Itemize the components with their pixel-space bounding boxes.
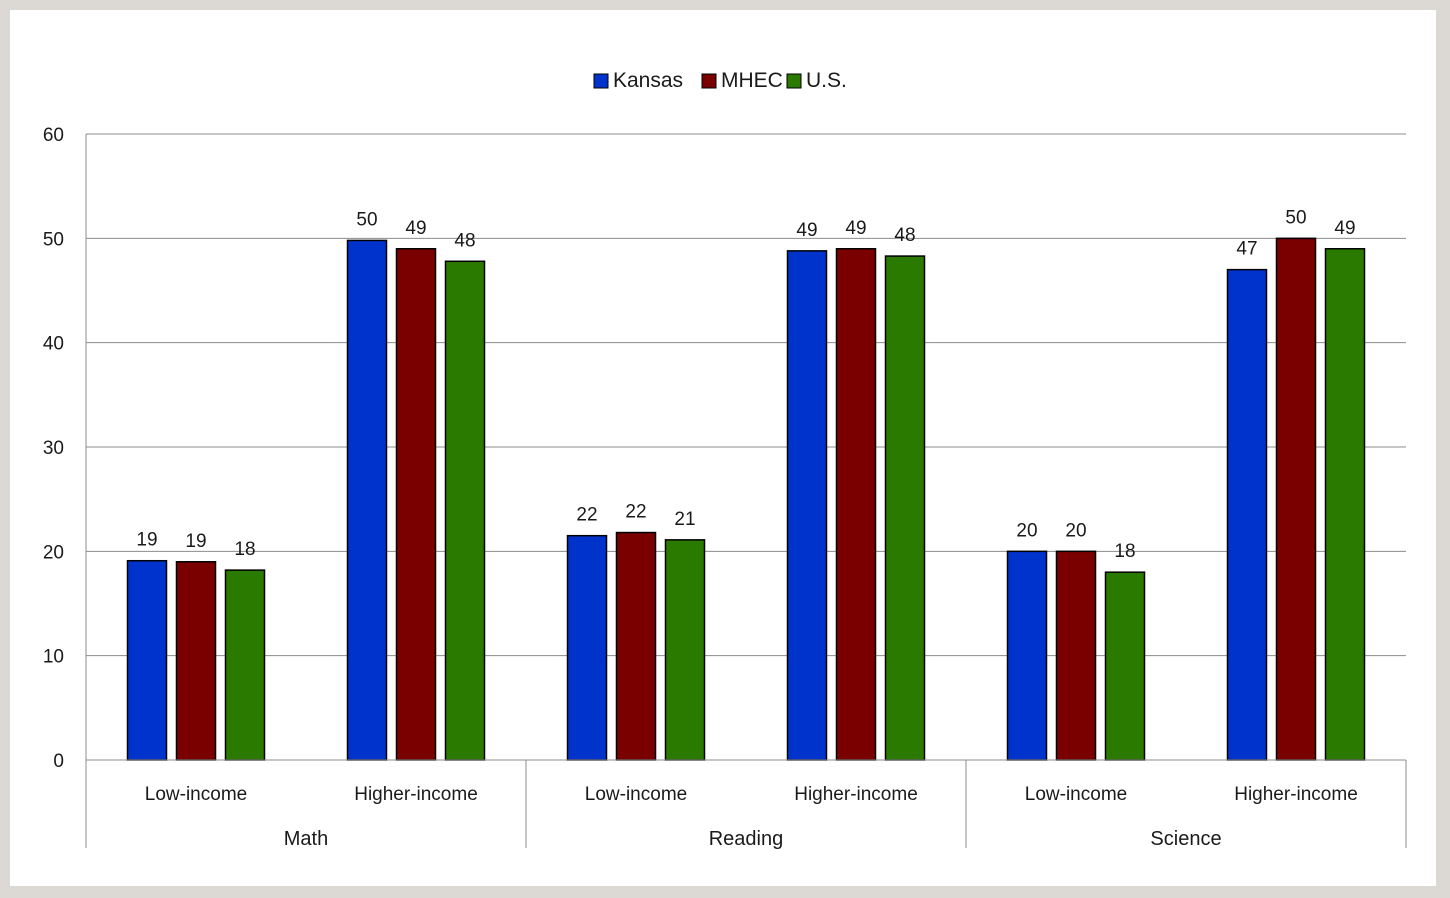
- x-category-label: Higher-income: [794, 784, 918, 805]
- data-label: 50: [356, 209, 377, 230]
- bar-us: [1104, 571, 1146, 761]
- x-category-label: Low-income: [145, 784, 247, 805]
- bar-kansas: [346, 239, 388, 761]
- legend-swatch-kansas: [593, 73, 609, 89]
- data-label: 48: [894, 225, 915, 246]
- y-tick-label: 20: [43, 542, 64, 563]
- bars: 19 19 18 50 49 48 22 22 21 49 49 48 20 20 18 47 50 49: [126, 207, 1366, 761]
- bar-mhec: [835, 248, 877, 761]
- x-category-label: Higher-income: [1234, 784, 1358, 805]
- x-category-label: Low-income: [1025, 784, 1127, 805]
- data-label: 22: [576, 505, 597, 526]
- bar-chart: Kansas MHEC U.S. 0 10 20 30 40 50 60 19 19 18 50 49 4…: [43, 69, 1407, 850]
- bar-kansas: [1226, 268, 1268, 761]
- bar-us: [664, 539, 706, 761]
- y-tick-label: 30: [43, 438, 64, 459]
- y-tick-label: 60: [43, 125, 64, 146]
- legend: Kansas MHEC U.S.: [593, 69, 847, 92]
- data-label: 20: [1016, 520, 1037, 541]
- bar-mhec: [1275, 237, 1317, 761]
- data-label: 21: [674, 509, 695, 530]
- x-group-label: Math: [284, 828, 328, 850]
- data-label: 48: [454, 230, 475, 251]
- data-label: 19: [136, 530, 157, 551]
- data-label: 18: [1114, 541, 1135, 562]
- bar-kansas: [1006, 550, 1048, 761]
- legend-label: Kansas: [613, 69, 683, 92]
- x-group-label: Science: [1150, 828, 1221, 850]
- bar-kansas: [786, 250, 828, 761]
- bar-mhec: [175, 561, 217, 761]
- legend-label: U.S.: [806, 69, 847, 92]
- legend-swatch-us: [786, 73, 802, 89]
- data-label: 18: [234, 539, 255, 560]
- y-tick-label: 10: [43, 647, 64, 668]
- x-category-label: Low-income: [585, 784, 687, 805]
- data-label: 19: [185, 531, 206, 552]
- data-label: 49: [796, 220, 817, 241]
- bar-us: [444, 260, 486, 761]
- x-category-label: Higher-income: [354, 784, 478, 805]
- data-label: 49: [1334, 218, 1355, 239]
- bar-kansas: [566, 534, 608, 761]
- y-tick-label: 40: [43, 334, 64, 355]
- chart-frame: Kansas MHEC U.S. 0 10 20 30 40 50 60 19 19 18 50 49 4…: [10, 10, 1436, 886]
- data-label: 50: [1285, 207, 1306, 228]
- y-tick-label: 50: [43, 229, 64, 250]
- bar-us: [884, 255, 926, 761]
- x-axis: Low-income Higher-income Math Low-income Hig…: [85, 759, 1407, 850]
- bar-kansas: [126, 559, 168, 761]
- bar-mhec: [1055, 550, 1097, 761]
- x-group-label: Reading: [709, 828, 784, 850]
- legend-swatch-mhec: [701, 73, 717, 89]
- data-label: 22: [625, 502, 646, 523]
- bar-mhec: [395, 248, 437, 761]
- data-label: 49: [405, 218, 426, 239]
- y-axis: 0 10 20 30 40 50 60: [43, 125, 87, 772]
- bar-mhec: [615, 531, 657, 761]
- gridlines: [86, 133, 1406, 761]
- data-label: 47: [1236, 239, 1257, 260]
- bar-us: [1324, 248, 1366, 761]
- data-label: 20: [1065, 520, 1086, 541]
- data-label: 49: [845, 218, 866, 239]
- y-tick-label: 0: [53, 751, 64, 772]
- legend-label: MHEC: [721, 69, 783, 92]
- bar-us: [224, 569, 266, 761]
